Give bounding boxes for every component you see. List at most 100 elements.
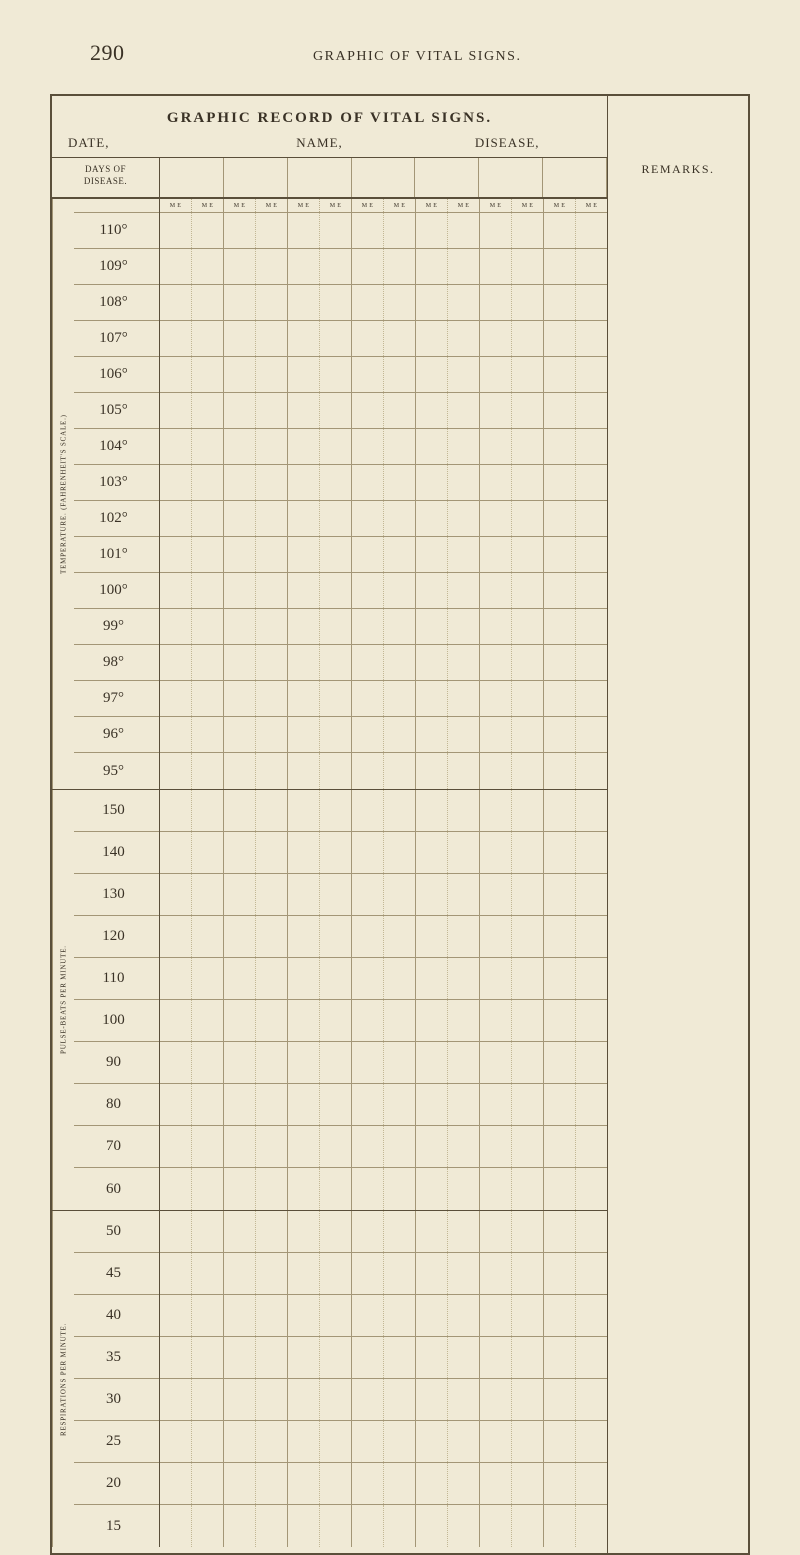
- grid-col: [480, 1463, 544, 1504]
- grid-half: [288, 537, 320, 572]
- grid-col: [352, 1505, 416, 1547]
- grid-half: [160, 1295, 192, 1336]
- grid-col: [544, 393, 607, 428]
- grid-half: [544, 958, 576, 999]
- grid-col: [544, 916, 607, 957]
- grid-half: [448, 645, 479, 680]
- grid-col: [288, 285, 352, 320]
- grid-col: [416, 1211, 480, 1252]
- grid-col: [224, 1000, 288, 1041]
- grid-half: [288, 1000, 320, 1041]
- grid-col: [480, 1295, 544, 1336]
- row-label: 104°: [74, 429, 159, 465]
- grid-half: [256, 1505, 287, 1547]
- grid-col: [288, 1168, 352, 1210]
- grid-half: [256, 717, 287, 752]
- row-label: 100: [74, 1000, 159, 1042]
- meta-date: DATE,: [68, 135, 236, 151]
- grid-half: [448, 1295, 479, 1336]
- grid-half: [352, 1505, 384, 1547]
- grid-row: [160, 681, 607, 717]
- row-labels: PULSE-BEATS PER MINUTE.15014013012011010…: [52, 790, 160, 1210]
- chart-left: GRAPHIC RECORD OF VITAL SIGNS. DATE, NAM…: [52, 96, 608, 1553]
- grid-half: [576, 609, 607, 644]
- grid-half: [384, 1168, 415, 1210]
- grid-col: [288, 609, 352, 644]
- grid-col: [416, 717, 480, 752]
- grid-half: [384, 1295, 415, 1336]
- grid-col: [480, 609, 544, 644]
- grid-half: [256, 1168, 287, 1210]
- grid-col: [544, 1042, 607, 1083]
- grid-half: [224, 573, 256, 608]
- grid-half: [512, 213, 543, 248]
- grid-col: [288, 916, 352, 957]
- grid-half: [448, 321, 479, 356]
- grid-half: [448, 573, 479, 608]
- days-head-col: [288, 158, 352, 197]
- grid-col: [416, 393, 480, 428]
- grid-row: [160, 1505, 607, 1547]
- grid-half: [576, 753, 607, 789]
- grid-half: [448, 501, 479, 536]
- grid-half: [352, 357, 384, 392]
- grid-half: [448, 1168, 479, 1210]
- grid-col: [480, 573, 544, 608]
- grid-col: [288, 1211, 352, 1252]
- grid-half: [256, 357, 287, 392]
- grid-half: [544, 213, 576, 248]
- grid-col: [224, 393, 288, 428]
- grid-col: [352, 285, 416, 320]
- grid-half: [352, 501, 384, 536]
- grid-half: [480, 832, 512, 873]
- grid-col: [160, 609, 224, 644]
- grid-half: [512, 874, 543, 915]
- grid-half: [256, 1253, 287, 1294]
- grid-col: [288, 249, 352, 284]
- row-label: 95°: [74, 753, 159, 789]
- grid-col: [352, 357, 416, 392]
- grid-col: [288, 958, 352, 999]
- grid-half: [384, 916, 415, 957]
- grid-half: [224, 501, 256, 536]
- grid-half: [576, 285, 607, 320]
- grid-half: [384, 1211, 415, 1252]
- grid-half: [512, 285, 543, 320]
- grid-half: [512, 1463, 543, 1504]
- grid-half: [160, 1168, 192, 1210]
- grid-col: [416, 1463, 480, 1504]
- grid-half: [352, 573, 384, 608]
- grid-col: [544, 1505, 607, 1547]
- grid-half: [320, 832, 351, 873]
- grid-col: [544, 609, 607, 644]
- grid-half: [416, 429, 448, 464]
- grid-half: [416, 1505, 448, 1547]
- grid-row: [160, 1379, 607, 1421]
- grid-half: [288, 1337, 320, 1378]
- grid-half: [256, 916, 287, 957]
- grid-half: [352, 645, 384, 680]
- me-half: M E: [224, 199, 256, 212]
- days-head-col: [224, 158, 288, 197]
- grid-col: [480, 1379, 544, 1420]
- row-label: 50: [74, 1211, 159, 1253]
- grid-half: [480, 429, 512, 464]
- grid-half: [256, 1421, 287, 1462]
- grid-half: [320, 249, 351, 284]
- grid-half: [256, 249, 287, 284]
- grid-half: [576, 790, 607, 831]
- grid-col: [352, 609, 416, 644]
- grid-col: [224, 1337, 288, 1378]
- grid-half: [448, 1126, 479, 1167]
- grid-col: [352, 874, 416, 915]
- grid-half: [544, 429, 576, 464]
- grid-col: [352, 832, 416, 873]
- grid-col: [416, 537, 480, 572]
- grid-col: [288, 645, 352, 680]
- grid-half: [320, 537, 351, 572]
- grid-col: [160, 958, 224, 999]
- me-half: M E: [448, 199, 479, 212]
- grid-col: [288, 393, 352, 428]
- grid-row: [160, 249, 607, 285]
- grid-half: [160, 874, 192, 915]
